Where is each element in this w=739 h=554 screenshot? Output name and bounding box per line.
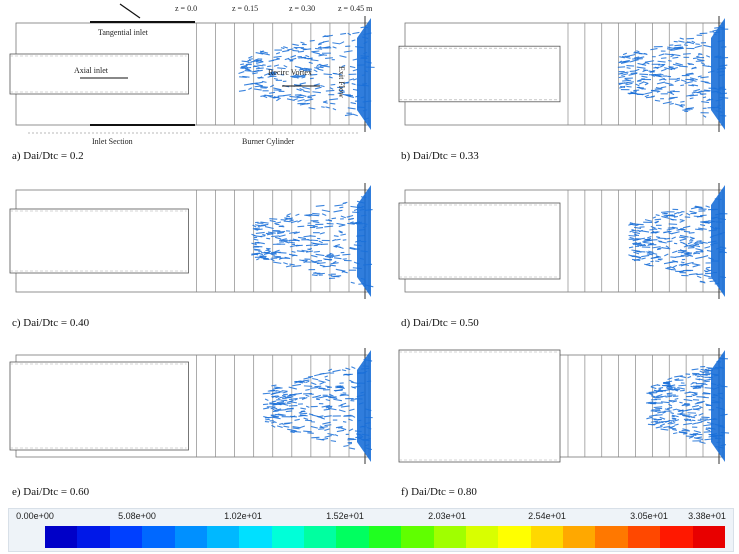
- colorbar-swatch: [595, 526, 628, 548]
- colorbar-swatch: [271, 526, 304, 548]
- caption-e: e) Dai/Dtc = 0.60: [12, 486, 90, 498]
- panel-a: [9, 16, 375, 132]
- inlet-section-label: Inlet Section: [92, 137, 133, 146]
- vortex-label: Recirc Vortex: [268, 68, 312, 77]
- colorbar-swatch: [401, 526, 434, 548]
- z-label-0: z = 0.0: [175, 4, 198, 13]
- burner-cylinder-label: Burner Cylinder: [242, 137, 295, 146]
- colorbar-swatch: [239, 526, 272, 548]
- colorbar-swatch: [45, 526, 78, 548]
- colorbar-gradient: [45, 526, 725, 548]
- panel-e: [9, 348, 373, 464]
- colorbar-tick-4: 2.03e+01: [428, 511, 466, 521]
- axial-inlet-tube: [398, 202, 561, 280]
- axial-inlet-tube: [9, 53, 189, 95]
- colorbar-swatch: [563, 526, 596, 548]
- vortex-streamlines: [251, 196, 374, 288]
- colorbar-swatch: [109, 526, 143, 548]
- z-label-3: z = 0.45 m: [338, 4, 373, 13]
- caption-b: b) Dai/Dtc = 0.33: [401, 150, 479, 162]
- z-label-2: z = 0.30: [289, 4, 316, 13]
- exit-flare: [357, 350, 371, 462]
- axial-inlet-tube: [9, 208, 189, 274]
- colorbar-swatch: [660, 526, 693, 548]
- colorbar-swatch: [530, 526, 563, 548]
- colorbar-tick-1: 5.08e+00: [118, 511, 156, 521]
- colorbar-tick-0: 0.00e+00: [16, 511, 54, 521]
- caption-c: c) Dai/Dtc = 0.40: [12, 317, 90, 329]
- vortex-streamlines: [262, 358, 373, 451]
- axial-inlet-tube: [398, 45, 561, 103]
- exit-flare: [357, 18, 371, 130]
- colorbar-swatch: [498, 526, 531, 548]
- exit-flare: [711, 350, 725, 462]
- panel-a-annotations: [28, 3, 360, 134]
- panel-c: [9, 183, 374, 299]
- colorbar-tick-2: 1.02e+01: [224, 511, 262, 521]
- colorbar-swatch: [304, 526, 337, 548]
- colorbar-swatch: [174, 526, 207, 548]
- colorbar-swatch: [627, 526, 661, 548]
- vortex-streamlines: [238, 26, 375, 121]
- panel-b: [398, 16, 729, 132]
- colorbar-swatch: [142, 526, 175, 548]
- axial-inlet-label: Axial inlet: [74, 66, 108, 75]
- colorbar-swatch: [433, 526, 466, 548]
- colorbar-swatch: [336, 526, 369, 548]
- colorbar-tick-7: 3.38e+01: [688, 511, 726, 521]
- caption-f: f) Dai/Dtc = 0.80: [401, 486, 477, 498]
- colorbar-swatch: [465, 526, 499, 548]
- colorbar-swatch: [77, 526, 110, 548]
- caption-a: a) Dai/Dtc = 0.2: [12, 150, 84, 162]
- exit-flare: [357, 185, 371, 297]
- exit-flare: [711, 185, 725, 297]
- exit-flow-label: Exit Flow: [337, 66, 346, 98]
- axial-inlet-tube: [398, 349, 561, 463]
- colorbar-tick-6: 3.05e+01: [630, 511, 668, 521]
- caption-d: d) Dai/Dtc = 0.50: [401, 317, 479, 329]
- panels-graphic: [9, 3, 730, 464]
- tangential-inlet-label: Tangential inlet: [98, 28, 148, 37]
- colorbar-tick-5: 2.54e+01: [528, 511, 566, 521]
- exit-flare: [711, 18, 725, 130]
- z-label-1: z = 0.15: [232, 4, 259, 13]
- colorbar-swatch: [692, 526, 725, 548]
- panel-d: [398, 183, 728, 299]
- colorbar-swatch: [368, 526, 402, 548]
- colorbar: 0.00e+00 5.08e+00 1.02e+01 1.52e+01 2.03…: [8, 508, 734, 552]
- panel-f: [398, 348, 730, 464]
- colorbar-swatch: [206, 526, 240, 548]
- axial-inlet-tube: [9, 361, 189, 451]
- colorbar-tick-3: 1.52e+01: [326, 511, 364, 521]
